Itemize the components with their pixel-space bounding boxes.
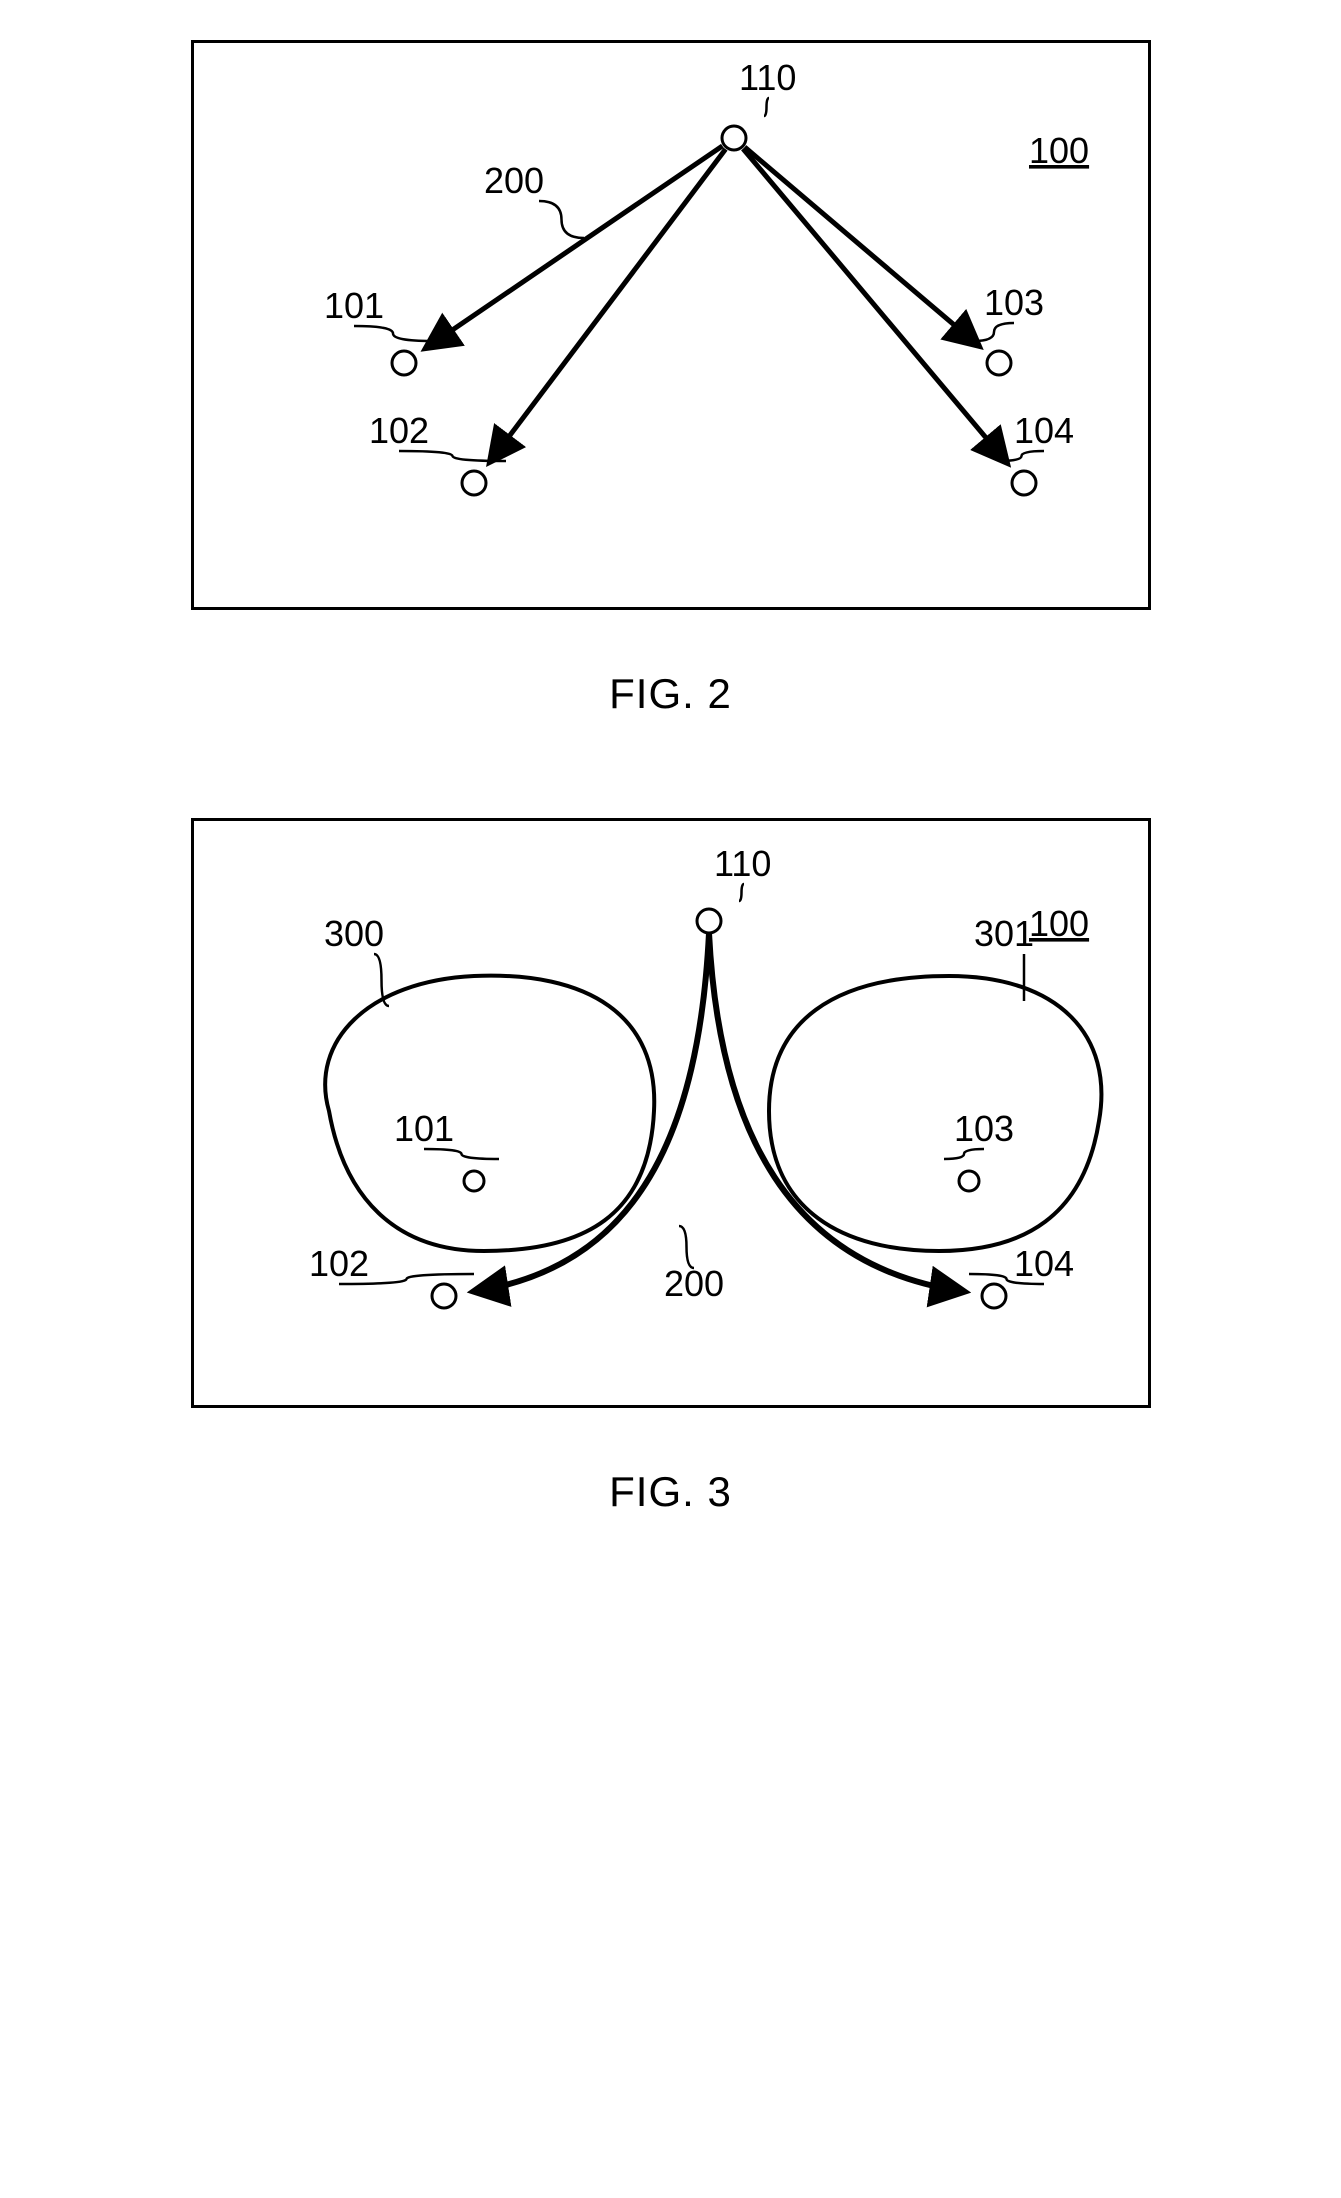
arrow	[744, 147, 975, 344]
fig3-panel: 300 301 110 101 102 103 104 200 100	[191, 818, 1151, 1408]
fig3-frame-ref: 100	[1029, 903, 1089, 944]
label-102: 102	[369, 410, 429, 451]
lead-line	[354, 326, 432, 341]
node-103	[987, 351, 1011, 375]
obstacle-301	[769, 976, 1101, 1251]
arrow	[428, 146, 722, 346]
label-110: 110	[714, 843, 771, 884]
node-104	[982, 1284, 1006, 1308]
fig2-frame-ref: 100	[1029, 130, 1089, 171]
obstacle-300	[325, 976, 654, 1251]
curved-arrow	[475, 933, 708, 1291]
node-110	[697, 909, 721, 933]
label-103: 103	[954, 1108, 1014, 1149]
lead-line	[539, 201, 584, 238]
fig3-arrows	[475, 933, 962, 1291]
fig2-caption: FIG. 2	[609, 670, 732, 718]
lead-line	[399, 451, 506, 461]
label-110: 110	[739, 57, 796, 98]
lead-line	[739, 884, 744, 901]
label-101: 101	[394, 1108, 454, 1149]
node-102	[462, 471, 486, 495]
label-301: 301	[974, 913, 1034, 954]
arrow	[743, 149, 1005, 460]
lead-line	[999, 451, 1044, 461]
lead-line	[764, 98, 769, 116]
fig3-svg: 300 301 110 101 102 103 104 200 100	[194, 821, 1154, 1411]
label-104: 104	[1014, 1243, 1074, 1284]
node-102	[432, 1284, 456, 1308]
node-104	[1012, 471, 1036, 495]
fig2-svg: 110 101 102 103 104 200 100	[194, 43, 1154, 613]
figure-3: 300 301 110 101 102 103 104 200 100 FIG. 3	[191, 818, 1151, 1516]
lead-line	[679, 1226, 694, 1268]
label-300: 300	[324, 913, 384, 954]
label-103: 103	[984, 282, 1044, 323]
lead-line	[944, 1149, 984, 1159]
node-110	[722, 126, 746, 150]
fig3-caption: FIG. 3	[609, 1468, 732, 1516]
label-101: 101	[324, 285, 384, 326]
fig2-labels: 110 101 102 103 104 200	[324, 57, 1074, 461]
label-200: 200	[664, 1263, 724, 1304]
fig2-panel: 110 101 102 103 104 200 100	[191, 40, 1151, 610]
figure-2: 110 101 102 103 104 200 100 FIG. 2	[191, 40, 1151, 718]
lead-line	[424, 1149, 499, 1159]
label-102: 102	[309, 1243, 369, 1284]
node-101	[392, 351, 416, 375]
node-101	[464, 1171, 484, 1191]
label-104: 104	[1014, 410, 1074, 451]
label-200: 200	[484, 160, 544, 201]
lead-line	[974, 323, 1014, 341]
node-103	[959, 1171, 979, 1191]
curved-arrow	[709, 933, 962, 1291]
